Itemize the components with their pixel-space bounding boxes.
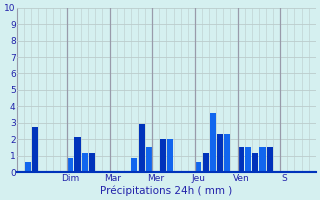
X-axis label: Précipitations 24h ( mm ): Précipitations 24h ( mm )	[100, 185, 233, 196]
Bar	[146, 147, 152, 172]
Bar	[68, 158, 73, 172]
Bar	[89, 153, 95, 172]
Bar	[260, 147, 266, 172]
Bar	[203, 153, 209, 172]
Bar	[245, 147, 251, 172]
Bar	[75, 137, 81, 172]
Bar	[132, 158, 138, 172]
Bar	[139, 124, 145, 172]
Bar	[210, 113, 216, 172]
Bar	[167, 139, 173, 172]
Bar	[267, 147, 273, 172]
Bar	[82, 153, 88, 172]
Bar	[32, 127, 38, 172]
Bar	[252, 153, 258, 172]
Bar	[224, 134, 230, 172]
Bar	[217, 134, 223, 172]
Bar	[25, 162, 31, 172]
Bar	[160, 139, 166, 172]
Bar	[238, 147, 244, 172]
Bar	[196, 162, 202, 172]
